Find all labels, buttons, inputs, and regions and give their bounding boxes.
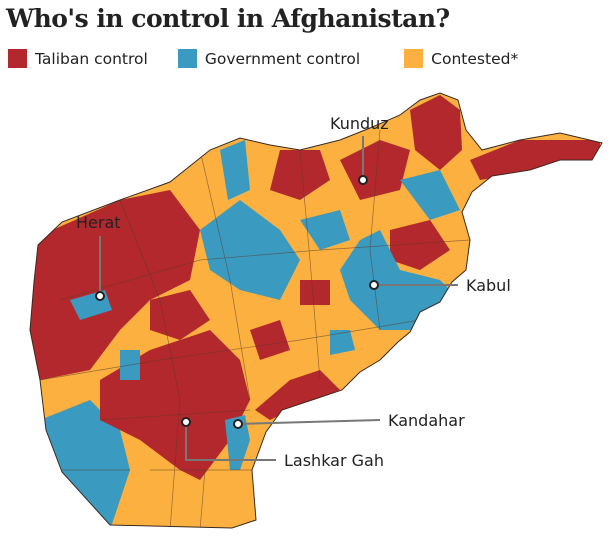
legend-item-contested: Contested* bbox=[404, 49, 518, 68]
kabul-marker bbox=[369, 280, 379, 290]
map-title: Who's in control in Afghanistan? bbox=[6, 4, 450, 33]
label-kabul: Kabul bbox=[466, 276, 511, 295]
label-herat: Herat bbox=[76, 213, 121, 232]
district-regions bbox=[30, 93, 602, 528]
legend-item-taliban: Taliban control bbox=[8, 49, 148, 68]
lashkar-gah-marker bbox=[181, 417, 191, 427]
label-kandahar: Kandahar bbox=[388, 411, 465, 430]
legend: Taliban control Government control Conte… bbox=[8, 49, 548, 68]
label-lashkar-gah: Lashkar Gah bbox=[284, 451, 384, 470]
legend-item-government: Government control bbox=[177, 49, 361, 68]
legend-label: Contested* bbox=[431, 49, 519, 68]
herat-marker bbox=[95, 291, 105, 301]
swatch-government bbox=[177, 49, 197, 68]
label-kunduz: Kunduz bbox=[330, 114, 389, 133]
legend-label: Taliban control bbox=[35, 49, 148, 68]
swatch-taliban bbox=[8, 49, 27, 68]
kunduz-marker bbox=[358, 175, 368, 185]
swatch-contested bbox=[404, 49, 424, 68]
legend-label: Government control bbox=[204, 49, 361, 68]
kandahar-marker bbox=[233, 419, 243, 429]
